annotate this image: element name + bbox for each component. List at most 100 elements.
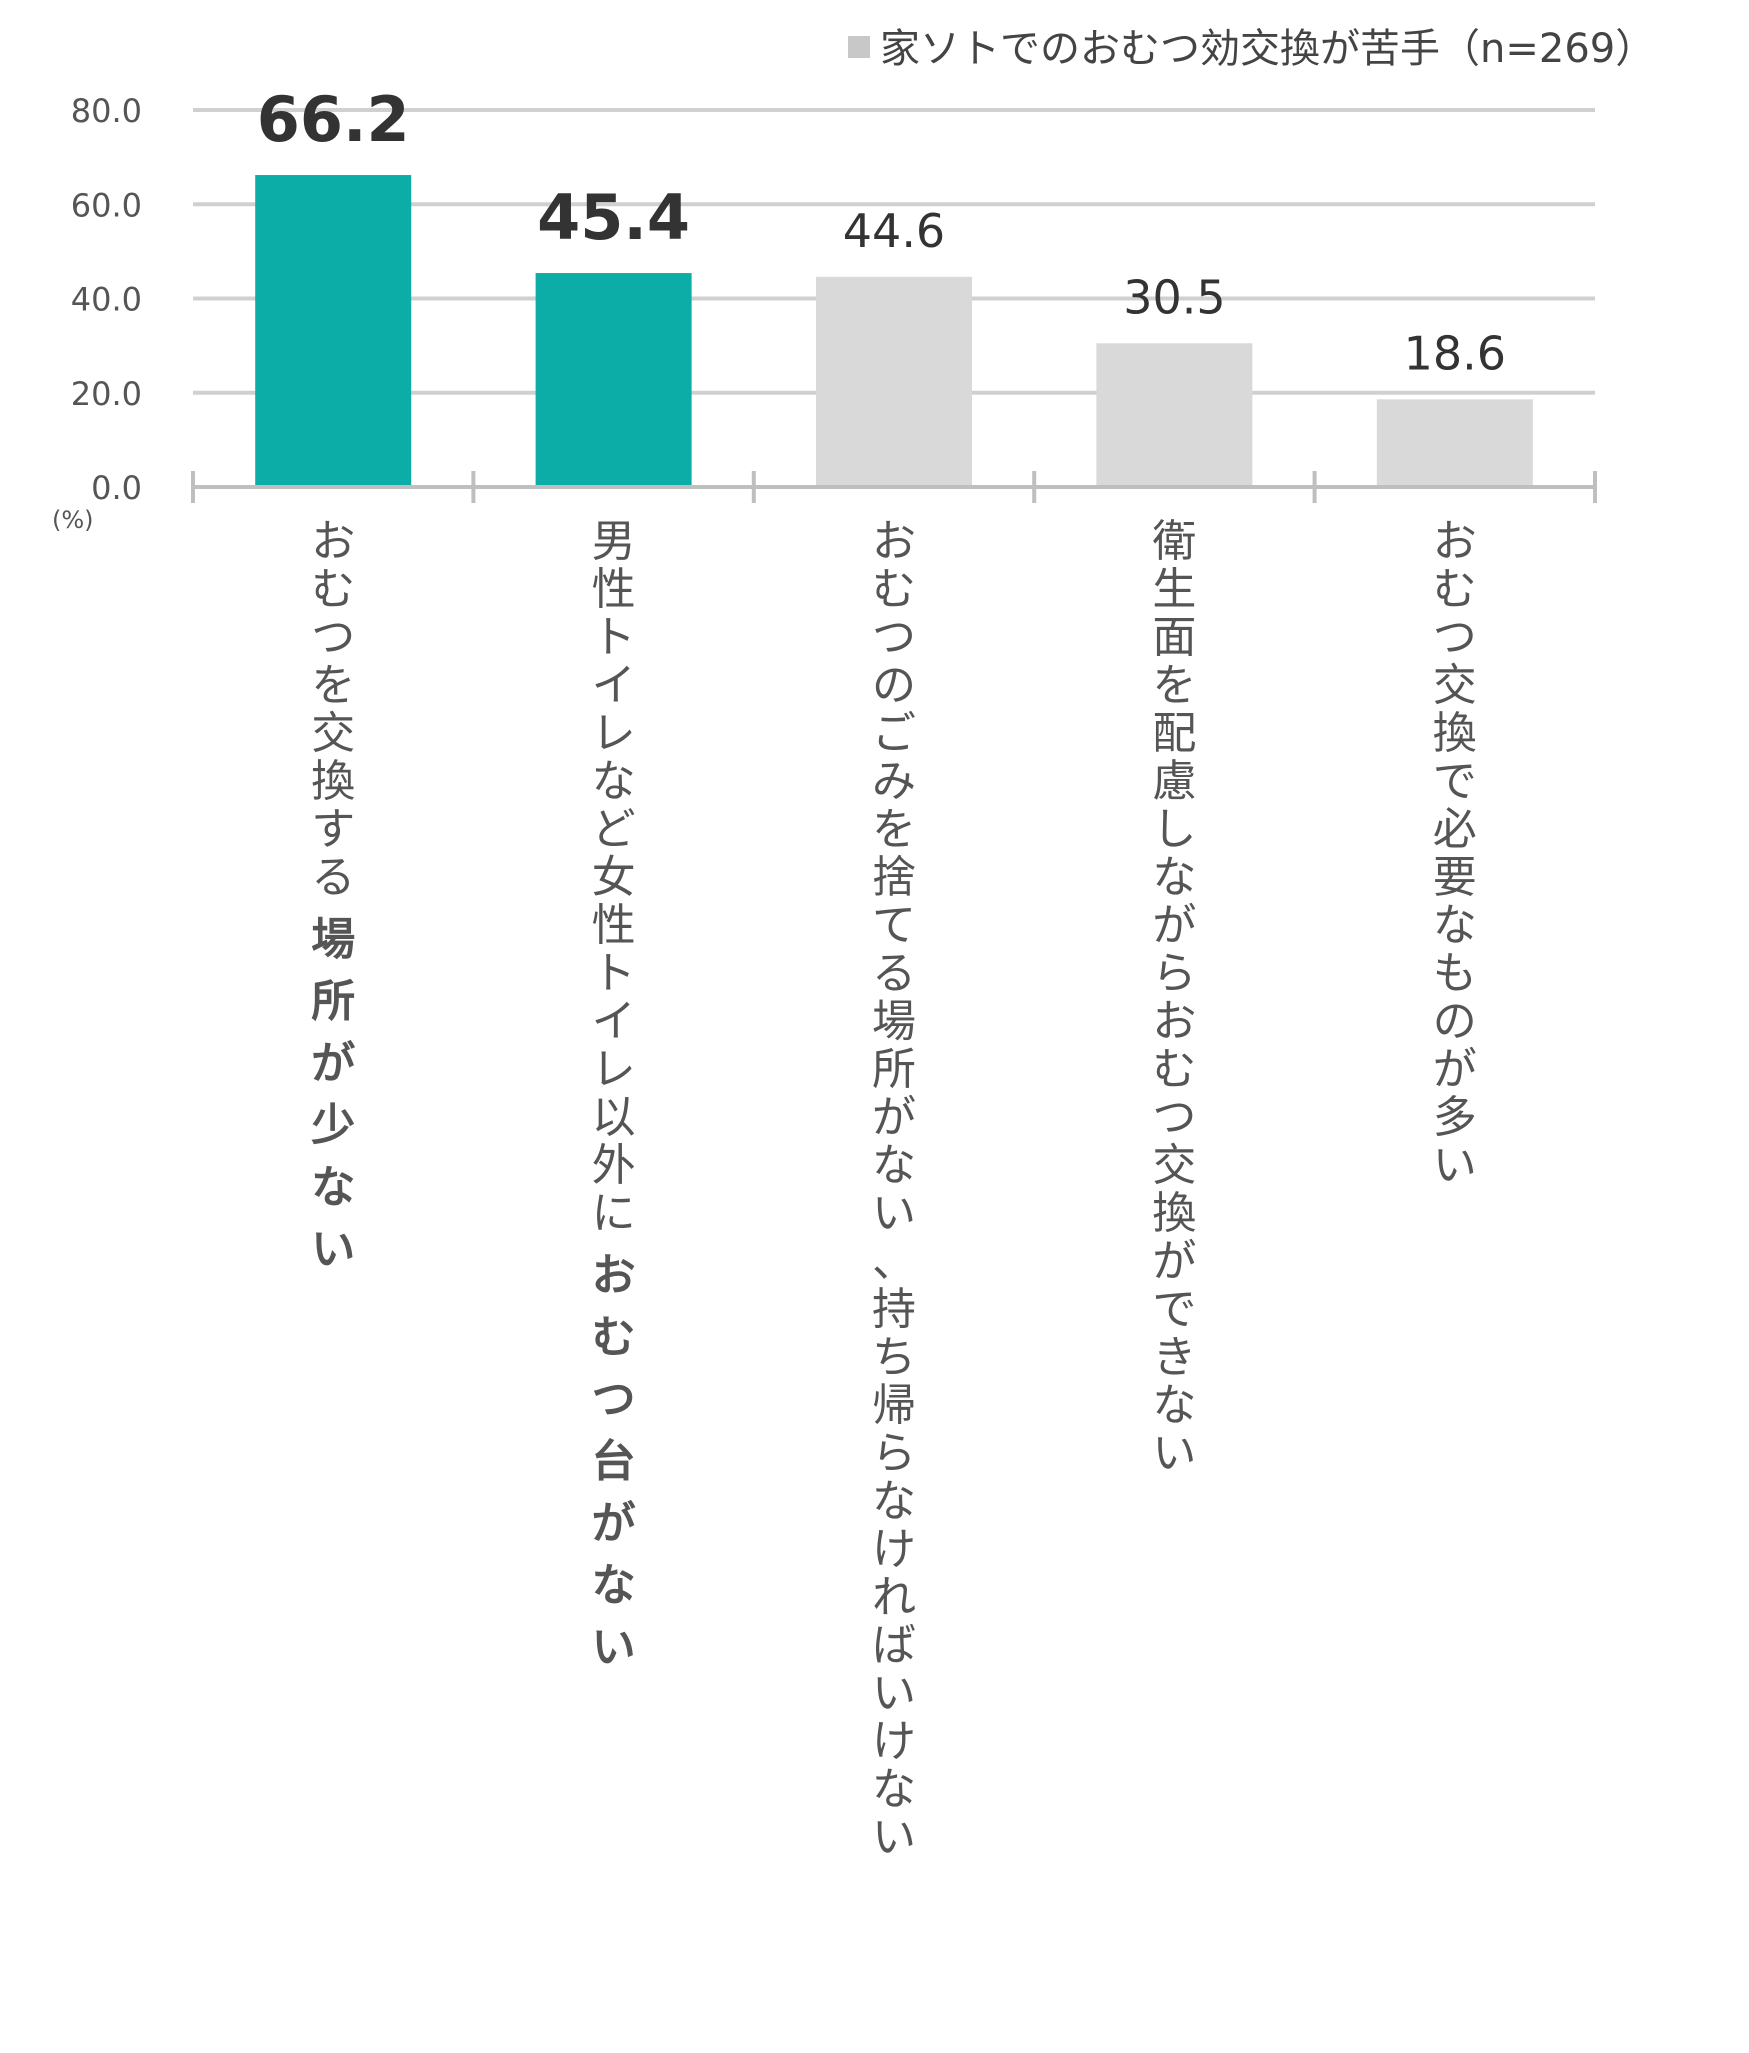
category-char: お: [872, 516, 916, 567]
category-char: む: [1152, 1044, 1196, 1095]
category-char: つ: [1433, 612, 1477, 663]
category-char-emphasis: い: [311, 1224, 355, 1275]
category-char: を: [311, 660, 355, 711]
y-axis: 0.0 20.0 40.0 60.0 80.0: [71, 92, 142, 507]
category-char: 交: [1152, 1140, 1196, 1191]
category-char: 要: [1433, 852, 1477, 903]
bar: [1376, 399, 1533, 487]
category-char: 以: [592, 1092, 636, 1143]
category-char: 換: [311, 756, 355, 807]
category-char: い: [872, 1812, 916, 1863]
category-char: 男: [592, 516, 636, 567]
category-char-emphasis: 場: [311, 914, 355, 965]
category-char: て: [872, 900, 916, 951]
y-tick-label: 0.0: [91, 469, 142, 507]
category-char: 交: [1433, 660, 1477, 711]
category-char: き: [1152, 1332, 1196, 1383]
category-char: お: [1433, 516, 1477, 567]
category-char: け: [872, 1716, 916, 1767]
category-char: し: [1152, 804, 1196, 855]
category-char: で: [1433, 756, 1477, 807]
category-char: つ: [1152, 1092, 1196, 1143]
category-char: で: [1152, 1284, 1196, 1335]
category-char: イ: [592, 660, 636, 711]
category-char: む: [311, 564, 355, 615]
category-char: 換: [1152, 1188, 1196, 1239]
category-char: な: [872, 1140, 916, 1191]
category-char: 外: [592, 1140, 636, 1191]
category-char: む: [872, 564, 916, 615]
category-char-emphasis: む: [592, 1312, 636, 1363]
data-labels: 66.2 45.4 44.6 30.5 18.6: [257, 83, 1506, 380]
category-char: 面: [1152, 612, 1196, 663]
category-char: み: [872, 756, 916, 807]
category-char: む: [1433, 564, 1477, 615]
category-char: 場: [872, 996, 916, 1047]
bar: [255, 175, 412, 487]
category-char: ご: [872, 708, 916, 759]
category-char: け: [872, 1524, 916, 1575]
x-axis: [191, 471, 1597, 503]
category-char: 性: [592, 564, 636, 615]
category-char: 衛: [1152, 516, 1196, 567]
data-label: 66.2: [257, 83, 410, 156]
category-char: を: [872, 804, 916, 855]
y-tick-label: 60.0: [71, 186, 142, 224]
category-char: つ: [872, 612, 916, 663]
category-char-emphasis: つ: [592, 1374, 636, 1425]
bars: [255, 175, 1533, 487]
category-char-emphasis: い: [592, 1622, 636, 1673]
bar: [535, 273, 692, 487]
category-char: つ: [311, 612, 355, 663]
category-char: 女: [592, 852, 636, 903]
category-char: る: [311, 852, 355, 903]
category-char: 性: [592, 900, 636, 951]
category-char: 生: [1152, 564, 1196, 615]
category-char-emphasis: な: [311, 1162, 355, 1213]
category-char-emphasis: が: [311, 1038, 355, 1089]
bar: [816, 276, 972, 487]
category-char: な: [1152, 852, 1196, 903]
legend: 家ソトでのおむつ効交換が苦手（n=269）: [848, 26, 1655, 72]
category-char: な: [872, 1764, 916, 1815]
category-char: が: [1152, 1236, 1196, 1287]
category-char: な: [1433, 900, 1477, 951]
data-label: 18.6: [1404, 326, 1506, 380]
category-char: な: [592, 756, 636, 807]
category-char: い: [1152, 1428, 1196, 1479]
category-char: ら: [1152, 948, 1196, 999]
category-char: 交: [311, 708, 355, 759]
category-char-emphasis: お: [592, 1250, 636, 1301]
category-char: ト: [592, 612, 636, 663]
category-char: 配: [1152, 708, 1196, 759]
category-char: ト: [592, 948, 636, 999]
y-tick-label: 40.0: [71, 281, 142, 319]
category-char: 、: [872, 1236, 916, 1287]
category-char: 所: [872, 1044, 916, 1095]
category-char: 慮: [1152, 756, 1196, 807]
category-char: す: [311, 804, 355, 855]
category-char: が: [1433, 1044, 1477, 1095]
category-char: も: [1433, 948, 1477, 999]
category-char: レ: [592, 1044, 636, 1095]
legend-swatch: [848, 36, 870, 58]
category-char: レ: [592, 708, 636, 759]
category-char: を: [1152, 660, 1196, 711]
category-char: が: [872, 1092, 916, 1143]
data-label: 45.4: [537, 181, 690, 254]
data-label: 30.5: [1123, 270, 1225, 324]
bar: [1096, 343, 1253, 487]
category-char: い: [872, 1668, 916, 1719]
category-char: れ: [872, 1572, 916, 1623]
category-char: 捨: [872, 852, 916, 903]
legend-label: 家ソトでのおむつ効交換が苦手（n=269）: [880, 26, 1655, 72]
category-char: に: [592, 1188, 636, 1239]
category-char: 帰: [872, 1380, 916, 1431]
data-label: 44.6: [843, 204, 945, 258]
